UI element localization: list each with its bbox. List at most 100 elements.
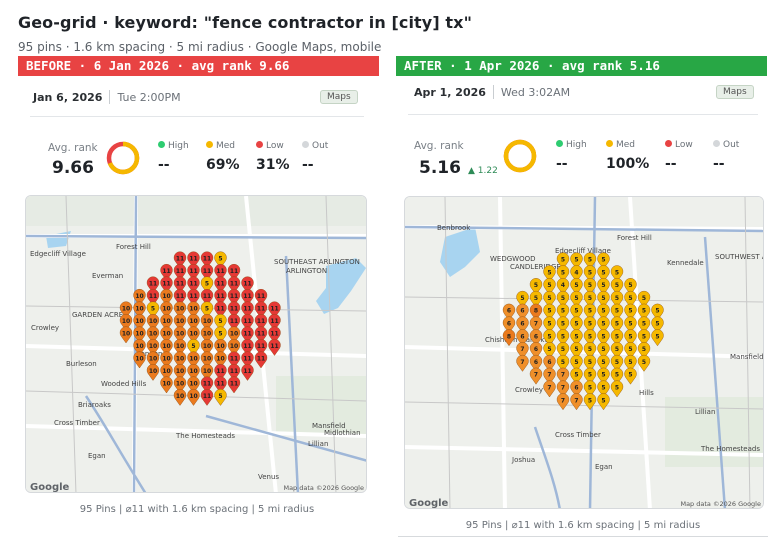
rank-pin[interactable]: 5 xyxy=(610,354,624,372)
rank-pin[interactable]: 5 xyxy=(610,342,624,359)
rank-pin[interactable]: 10 xyxy=(160,376,173,394)
rank-pin[interactable]: 5 xyxy=(610,367,624,385)
rank-pin[interactable]: 10 xyxy=(119,326,133,344)
rank-pin[interactable]: 5 xyxy=(610,329,624,347)
rank-pin[interactable]: 10 xyxy=(214,351,227,369)
rank-pin[interactable]: 5 xyxy=(637,329,651,347)
rank-pin[interactable]: 5 xyxy=(583,393,597,411)
rank-pin[interactable]: 11 xyxy=(227,276,241,294)
rank-pin[interactable]: 10 xyxy=(160,314,173,331)
rank-pin[interactable]: 11 xyxy=(173,289,187,306)
rank-pin[interactable]: 10 xyxy=(146,326,160,344)
rank-pin[interactable]: 5 xyxy=(597,329,610,347)
rank-pin[interactable]: 10 xyxy=(173,364,187,381)
rank-pin[interactable]: 11 xyxy=(241,364,254,381)
rank-pin[interactable]: 5 xyxy=(146,301,160,319)
rank-pin[interactable]: 5 xyxy=(597,303,610,321)
rank-pin[interactable]: 11 xyxy=(200,289,214,306)
rank-pin[interactable]: 7 xyxy=(529,367,543,385)
rank-pin[interactable]: 11 xyxy=(173,264,187,281)
rank-pin[interactable]: 11 xyxy=(227,314,241,331)
rank-pin[interactable]: 11 xyxy=(241,289,254,306)
rank-pin[interactable]: 10 xyxy=(200,339,214,356)
rank-pin[interactable]: 10 xyxy=(200,314,214,331)
rank-pin[interactable]: 5 xyxy=(583,354,597,372)
rank-pin[interactable]: 5 xyxy=(597,265,610,283)
rank-pin[interactable]: 10 xyxy=(133,339,146,356)
rank-pin[interactable]: 11 xyxy=(254,339,268,356)
rank-pin[interactable]: 10 xyxy=(160,351,173,369)
rank-pin[interactable]: 5 xyxy=(597,252,610,270)
rank-pin[interactable]: 5 xyxy=(583,265,597,283)
rank-pin[interactable]: 11 xyxy=(146,289,160,306)
rank-pin[interactable]: 5 xyxy=(543,278,556,295)
rank-pin[interactable]: 7 xyxy=(543,367,556,385)
rank-pin[interactable]: 5 xyxy=(597,278,610,295)
rank-pin[interactable]: 6 xyxy=(529,329,543,347)
rank-pin[interactable]: 11 xyxy=(214,289,227,306)
rank-pin[interactable]: 10 xyxy=(173,301,187,319)
rank-pin[interactable]: 5 xyxy=(583,303,597,321)
rank-pin[interactable]: 11 xyxy=(187,264,200,281)
rank-pin[interactable]: 5 xyxy=(556,342,570,359)
rank-pin[interactable]: 10 xyxy=(133,326,146,344)
rank-pin[interactable]: 5 xyxy=(583,380,597,398)
rank-pin[interactable]: 10 xyxy=(173,351,187,369)
rank-pin[interactable]: 4 xyxy=(556,278,570,295)
rank-pin[interactable]: 11 xyxy=(227,264,241,281)
rank-pin[interactable]: 5 xyxy=(610,316,624,334)
rank-pin[interactable]: 11 xyxy=(214,276,227,294)
rank-pin[interactable]: 5 xyxy=(597,354,610,372)
rank-pin[interactable]: 5 xyxy=(583,329,597,347)
rank-pin[interactable]: 7 xyxy=(570,393,583,411)
rank-pin[interactable]: 11 xyxy=(187,251,200,269)
rank-pin[interactable]: 5 xyxy=(624,329,637,347)
rank-pin[interactable]: 6 xyxy=(529,354,543,372)
rank-pin[interactable]: 5 xyxy=(570,342,583,359)
rank-pin[interactable]: 5 xyxy=(543,290,556,308)
rank-pin[interactable]: 5 xyxy=(200,276,214,294)
rank-pin[interactable]: 5 xyxy=(556,265,570,283)
rank-pin[interactable]: 7 xyxy=(556,367,570,385)
rank-pin[interactable]: 11 xyxy=(254,289,268,306)
rank-pin[interactable]: 5 xyxy=(624,367,637,385)
rank-pin[interactable]: 11 xyxy=(227,351,241,369)
rank-pin[interactable]: 5 xyxy=(200,301,214,319)
rank-pin[interactable]: 11 xyxy=(227,364,241,381)
rank-pin[interactable]: 5 xyxy=(543,303,556,321)
rank-pin[interactable]: 5 xyxy=(624,316,637,334)
rank-pin[interactable]: 5 xyxy=(624,303,637,321)
rank-pin[interactable]: 6 xyxy=(570,380,583,398)
rank-pin[interactable]: 5 xyxy=(583,367,597,385)
rank-pin[interactable]: 11 xyxy=(214,364,227,381)
rank-pin[interactable]: 5 xyxy=(556,290,570,308)
rank-pin[interactable]: 5 xyxy=(637,354,651,372)
rank-pin[interactable]: 11 xyxy=(160,276,173,294)
rank-pin[interactable]: 5 xyxy=(556,316,570,334)
rank-pin[interactable]: 11 xyxy=(241,301,254,319)
rank-pin[interactable]: 5 xyxy=(597,342,610,359)
rank-pin[interactable]: 5 xyxy=(610,278,624,295)
rank-pin[interactable]: 5 xyxy=(610,380,624,398)
after-map[interactable]: Benbrook WEDGWOOD CANDLERIDGE Edgecliff Vil… xyxy=(404,196,764,509)
rank-pin[interactable]: 7 xyxy=(529,316,543,334)
rank-pin[interactable]: 5 xyxy=(637,290,651,308)
rank-pin[interactable]: 5 xyxy=(583,342,597,359)
rank-pin[interactable]: 11 xyxy=(200,264,214,281)
rank-pin[interactable]: 5 xyxy=(556,252,570,270)
rank-pin[interactable]: 10 xyxy=(187,351,200,369)
rank-pin[interactable]: 10 xyxy=(160,289,173,306)
rank-pin[interactable]: 6 xyxy=(502,316,516,334)
rank-pin[interactable]: 5 xyxy=(529,278,543,295)
rank-pin[interactable]: 10 xyxy=(187,301,200,319)
rank-pin[interactable]: 10 xyxy=(173,314,187,331)
rank-pin[interactable]: 5 xyxy=(543,329,556,347)
rank-pin[interactable]: 5 xyxy=(570,252,583,270)
rank-pin[interactable]: 10 xyxy=(133,289,146,306)
rank-pin[interactable]: 11 xyxy=(241,276,254,294)
before-map-canvas[interactable]: Forest Hill Edgecliff Village Everman GARDE… xyxy=(26,196,367,493)
rank-pin[interactable]: 6 xyxy=(502,303,516,321)
rank-pin[interactable]: 11 xyxy=(268,326,281,344)
rank-pin[interactable]: 5 xyxy=(570,316,583,334)
